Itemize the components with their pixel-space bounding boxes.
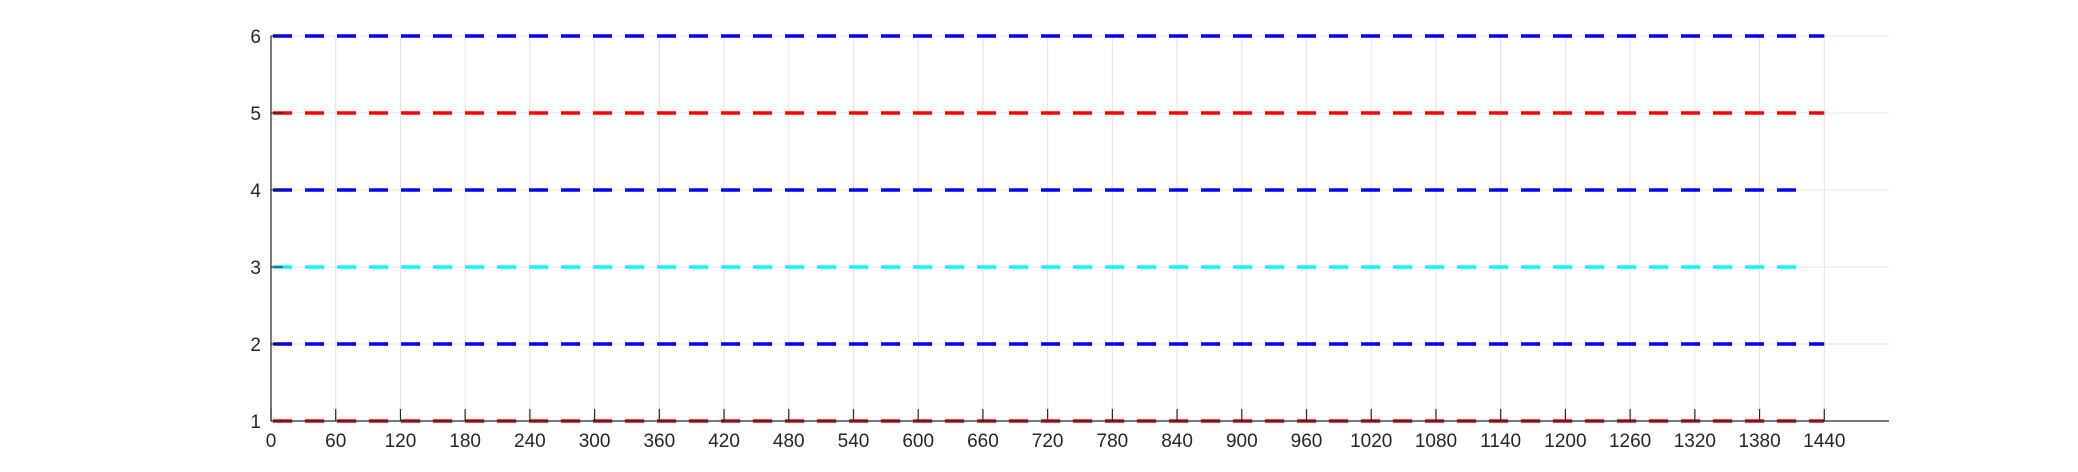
x-tick-label: 780 [1097, 431, 1129, 452]
y-tick-label: 2 [250, 335, 261, 356]
x-tick-label: 0 [266, 431, 277, 452]
x-tick-label: 1260 [1609, 431, 1651, 452]
y-tick-label: 1 [250, 412, 261, 433]
x-tick-label: 240 [514, 431, 546, 452]
x-tick-label: 1020 [1350, 431, 1392, 452]
x-tick-label: 600 [902, 431, 934, 452]
x-tick-label: 1320 [1674, 431, 1716, 452]
x-tick-label: 120 [385, 431, 417, 452]
x-tick-label: 840 [1161, 431, 1193, 452]
y-tick-label: 3 [250, 258, 261, 279]
y-tick-label: 5 [250, 104, 261, 125]
x-tick-label: 180 [449, 431, 481, 452]
x-tick-label: 1080 [1415, 431, 1457, 452]
x-tick-label: 900 [1226, 431, 1258, 452]
grid [271, 35, 1889, 421]
x-tick-label: 360 [643, 431, 675, 452]
x-tick-label: 1440 [1803, 431, 1845, 452]
x-tick-label: 60 [325, 431, 346, 452]
x-tick-label: 420 [708, 431, 740, 452]
x-tick-label: 480 [773, 431, 805, 452]
x-tick-label: 960 [1291, 431, 1323, 452]
x-tick-label: 720 [1032, 431, 1064, 452]
axes: 0 60 120 180 240 300 360 420 480 540 600 660 720 780 8… [250, 27, 1889, 452]
x-tick-label: 300 [579, 431, 611, 452]
x-tick-label: 1380 [1738, 431, 1780, 452]
x-tick-label: 660 [967, 431, 999, 452]
x-tick-label: 1200 [1544, 431, 1586, 452]
x-tick-label: 1140 [1480, 431, 1521, 452]
y-tick-label: 4 [250, 181, 261, 202]
y-tick-label: 6 [250, 27, 261, 48]
x-tick-label: 540 [838, 431, 870, 452]
